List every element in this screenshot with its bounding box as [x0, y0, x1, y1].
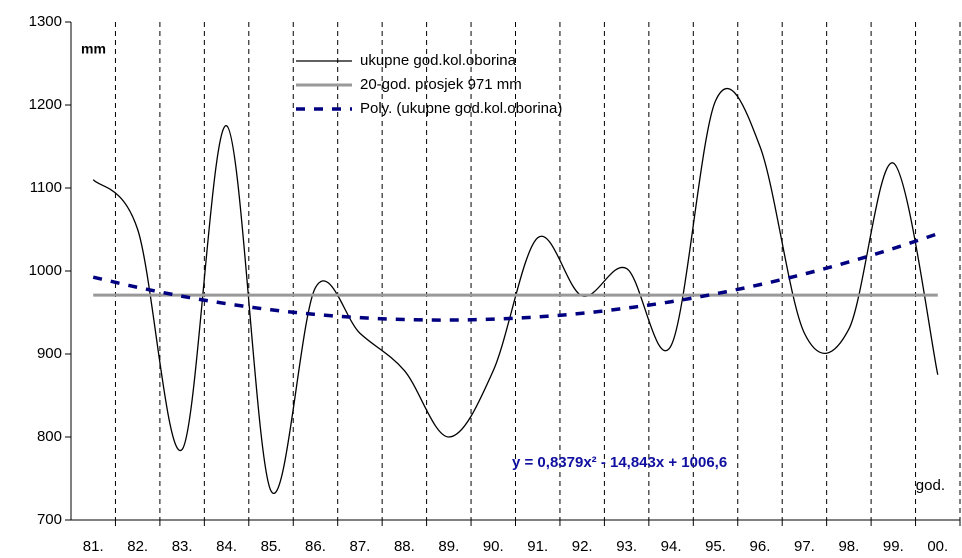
x-tick-label: 97. [794, 538, 815, 555]
x-tick-label: 95. [705, 538, 726, 555]
legend-label: 20-god. prosjek 971 mm [360, 76, 522, 93]
legend-label: Poly. (ukupne god.kol.oborina) [360, 100, 562, 117]
series-line [92, 87, 939, 495]
x-tick-label: 84. [216, 538, 237, 555]
y-tick-label: 1100 [30, 179, 62, 196]
y-tick-label: 700 [37, 511, 62, 528]
x-tick-label: 85. [261, 538, 282, 555]
x-tick-label: 96. [750, 538, 771, 555]
x-tick-label: 83. [172, 538, 193, 555]
x-axis-label: god. [916, 477, 945, 494]
x-tick-label: 86. [305, 538, 326, 555]
x-tick-label: 87. [349, 538, 370, 555]
x-tick-label: 92. [572, 538, 593, 555]
x-tick-label: 88. [394, 538, 415, 555]
x-tick-label: 94. [661, 538, 682, 555]
y-tick-label: 1300 [29, 13, 62, 30]
x-tick-label: 93. [616, 538, 637, 555]
x-tick-label: 89. [438, 538, 459, 555]
legend-label: ukupne god.kol.oborina [360, 52, 517, 69]
y-tick-label: 1000 [29, 262, 62, 279]
trend-equation: y = 0,8379x² - 14,843x + 1006,6 [512, 454, 727, 471]
x-tick-label: 82. [127, 538, 148, 555]
y-tick-label: 1200 [29, 96, 62, 113]
x-tick-label: 99. [883, 538, 904, 555]
x-tick-label: 91. [527, 538, 548, 555]
y-tick-label: 900 [37, 345, 62, 362]
x-tick-label: 00. [927, 538, 948, 555]
x-tick-label: 81. [83, 538, 104, 555]
x-tick-label: 90. [483, 538, 504, 555]
x-tick-label: 98. [838, 538, 859, 555]
y-axis-label: mm [81, 41, 106, 57]
y-tick-label: 800 [37, 428, 62, 445]
